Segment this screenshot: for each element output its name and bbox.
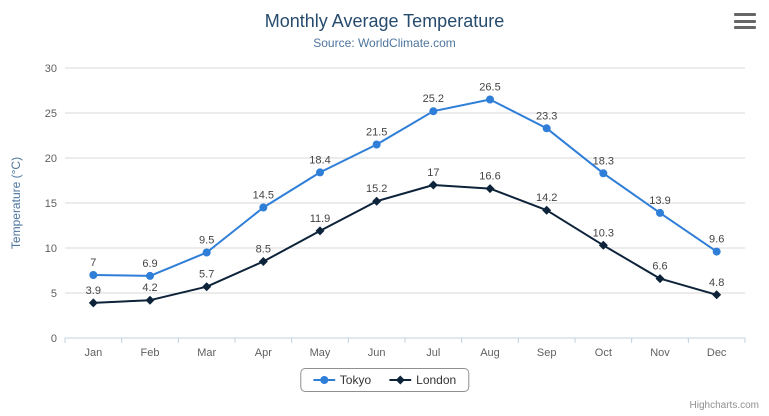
- series-line-london: [92, 184, 718, 304]
- data-label: 4.8: [709, 277, 724, 289]
- chart-subtitle: Source: WorldClimate.com: [313, 36, 456, 50]
- data-point[interactable]: [542, 124, 551, 133]
- data-label: 16.6: [479, 171, 500, 183]
- data-point[interactable]: [146, 271, 154, 280]
- data-label: 15.2: [366, 183, 387, 195]
- legend-label: London: [416, 373, 457, 387]
- data-point[interactable]: [258, 257, 268, 266]
- data-label: 7: [90, 257, 96, 269]
- hamburger-menu-icon[interactable]: [734, 13, 756, 29]
- data-label: 18.3: [593, 155, 614, 167]
- series-line-tokyo: [92, 98, 718, 277]
- y-tick-label: 30: [45, 63, 57, 75]
- x-axis-label: Aug: [480, 347, 500, 359]
- data-point[interactable]: [486, 95, 494, 104]
- data-label: 18.4: [309, 154, 330, 166]
- data-point[interactable]: [655, 274, 665, 284]
- data-point[interactable]: [372, 196, 382, 206]
- data-label: 3.9: [86, 285, 101, 297]
- x-axis-label: Jun: [368, 347, 386, 359]
- credits-link[interactable]: Highcharts.com: [689, 400, 759, 411]
- data-label: 8.5: [256, 244, 271, 256]
- data-point[interactable]: [202, 282, 212, 292]
- data-label: 4.2: [142, 282, 157, 294]
- data-label: 9.6: [709, 234, 724, 246]
- data-label: 10.3: [593, 227, 614, 239]
- legend-item-tokyo[interactable]: Tokyo: [312, 373, 372, 387]
- hamburger-bar: [734, 26, 756, 29]
- hamburger-bar: [734, 13, 756, 16]
- x-axis-label: Nov: [650, 347, 670, 359]
- data-label: 13.9: [649, 195, 670, 207]
- y-tick-label: 25: [45, 108, 57, 120]
- legend: Tokyo London: [299, 368, 470, 392]
- data-point[interactable]: [656, 208, 664, 217]
- data-label: 11.9: [310, 213, 331, 225]
- y-tick-label: 10: [45, 243, 57, 255]
- data-point[interactable]: [315, 226, 325, 236]
- data-label: 14.5: [253, 190, 274, 202]
- data-label: 23.3: [536, 110, 557, 122]
- x-axis-label: Apr: [255, 347, 272, 359]
- data-point[interactable]: [712, 247, 721, 256]
- data-point[interactable]: [88, 298, 98, 308]
- x-axis-label: Mar: [197, 347, 216, 359]
- y-tick-label: 0: [51, 333, 57, 345]
- data-point[interactable]: [542, 205, 552, 215]
- legend-label: Tokyo: [339, 373, 372, 387]
- data-label: 21.5: [366, 127, 387, 139]
- data-point[interactable]: [259, 203, 268, 212]
- x-axis-label: Oct: [595, 347, 612, 359]
- x-axis-label: Sep: [537, 347, 557, 359]
- data-point[interactable]: [89, 271, 98, 279]
- y-axis-title: Temperature (°C): [9, 157, 23, 249]
- data-point[interactable]: [316, 168, 324, 177]
- x-axis-label: Dec: [707, 347, 727, 359]
- x-axis-label: Jul: [426, 347, 440, 359]
- data-point[interactable]: [145, 295, 155, 305]
- data-label: 25.2: [423, 93, 444, 105]
- data-point[interactable]: [485, 184, 495, 194]
- data-label: 9.5: [199, 235, 214, 247]
- y-tick-label: 15: [45, 198, 57, 210]
- data-label: 14.2: [536, 192, 557, 204]
- data-point[interactable]: [712, 290, 722, 300]
- data-point[interactable]: [372, 140, 381, 149]
- data-point[interactable]: [428, 180, 438, 190]
- data-label: 6.9: [142, 258, 157, 270]
- data-label: 26.5: [479, 82, 500, 94]
- x-axis-label: Feb: [141, 347, 160, 359]
- y-tick-label: 5: [51, 288, 57, 300]
- data-point[interactable]: [202, 248, 211, 257]
- y-tick-label: 20: [45, 153, 57, 165]
- x-axis-label: May: [310, 347, 331, 359]
- data-label: 6.6: [652, 261, 667, 273]
- data-point[interactable]: [598, 240, 608, 250]
- legend-item-london[interactable]: London: [389, 373, 456, 387]
- chart-title: Monthly Average Temperature: [264, 11, 505, 31]
- data-label: 17: [427, 167, 439, 179]
- hamburger-bar: [734, 19, 756, 23]
- diamond-marker-icon: [389, 375, 412, 385]
- x-axis-label: Jan: [84, 347, 102, 359]
- data-label: 5.7: [199, 269, 214, 281]
- circle-marker-icon: [312, 376, 335, 384]
- data-point[interactable]: [429, 107, 438, 116]
- data-point[interactable]: [599, 169, 608, 178]
